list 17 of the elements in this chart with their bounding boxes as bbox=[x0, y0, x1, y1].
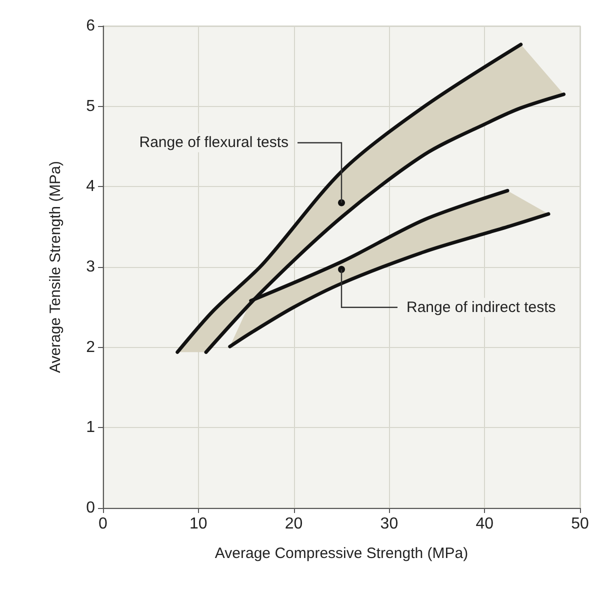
y-tick-label: 0 bbox=[86, 500, 96, 516]
y-tick-label: 6 bbox=[86, 18, 96, 34]
y-tick-label: 3 bbox=[86, 258, 96, 276]
y-tick-label: 1 bbox=[86, 419, 96, 436]
y-tick-label: 2 bbox=[86, 338, 96, 356]
y-axis-title: Average Tensile Strength (MPa) bbox=[47, 160, 64, 374]
x-tick-label: 40 bbox=[476, 516, 494, 532]
x-tick-label: 20 bbox=[284, 516, 303, 532]
x-tick-label: 10 bbox=[190, 516, 208, 532]
annotation: Range of indirect tests bbox=[406, 298, 556, 316]
y-tick-label: 5 bbox=[86, 98, 96, 115]
annotation: Range of flexural tests bbox=[139, 134, 288, 152]
x-tick-label: 0 bbox=[98, 516, 108, 532]
y-tick-label: 4 bbox=[86, 178, 96, 196]
x-tick-label: 50 bbox=[571, 516, 589, 532]
x-tick-label: 30 bbox=[380, 516, 398, 532]
x-axis-title: Average Compressive Strength (MPa) bbox=[214, 545, 468, 562]
